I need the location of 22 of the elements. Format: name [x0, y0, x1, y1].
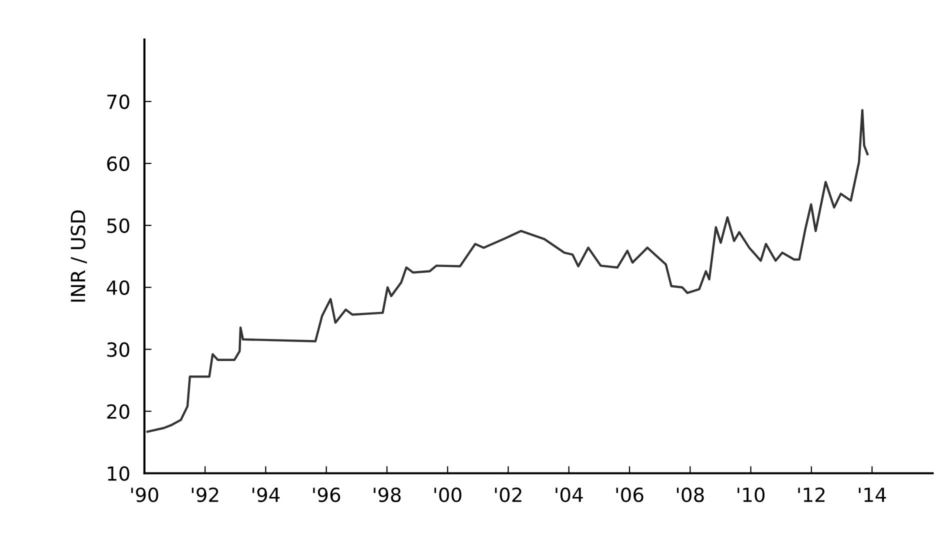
x-tick-label: '02: [495, 487, 522, 502]
y-tick-label: 40: [106, 280, 130, 296]
x-tick-label: '96: [313, 487, 340, 502]
y-axis-title: INR / USD: [70, 210, 87, 302]
y-tick-label: 50: [107, 218, 130, 234]
x-tick-label: '14: [858, 488, 886, 502]
x-tick-label: '12: [798, 487, 824, 502]
y-tick-label: 10: [108, 466, 130, 481]
x-tick-label: '00: [434, 487, 462, 502]
y-tick-label: 70: [107, 94, 130, 110]
y-tick-label: 30: [107, 342, 130, 357]
x-tick-label: '92: [192, 487, 218, 502]
x-tick-label: '08: [676, 487, 704, 502]
y-tick-label: 20: [107, 404, 130, 419]
x-tick-label: '04: [556, 487, 583, 502]
x-tick-label: '90: [131, 487, 158, 502]
line-series: [146, 109, 869, 433]
x-tick-label: '94: [252, 487, 280, 502]
x-tick-label: '06: [616, 487, 644, 502]
x-tick-label: '10: [738, 487, 765, 502]
x-tick-label: '98: [374, 487, 401, 502]
y-tick-label: 60: [107, 156, 130, 172]
